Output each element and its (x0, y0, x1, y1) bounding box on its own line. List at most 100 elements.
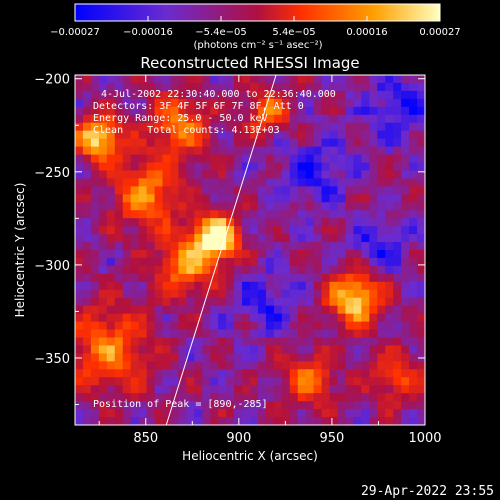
heatmap-cell (289, 210, 299, 219)
heatmap-cell (401, 417, 410, 425)
heatmap-cell (401, 385, 410, 394)
heatmap-cell (90, 130, 100, 140)
heatmap-cell (345, 401, 354, 410)
heatmap-cell (98, 250, 108, 259)
heatmap-cell (146, 281, 155, 291)
heatmap-cell (409, 130, 418, 140)
heatmap-cell (281, 130, 291, 140)
heatmap-cell (138, 218, 147, 227)
heatmap-cell (154, 345, 163, 354)
heatmap-cell (90, 234, 100, 243)
heatmap-cell (146, 297, 155, 307)
heatmap-cell (361, 377, 370, 386)
heatmap-cell (146, 385, 155, 394)
heatmap-cell (329, 122, 338, 132)
heatmap-cell (154, 218, 163, 227)
heatmap-cell (162, 170, 171, 179)
heatmap-cell (90, 305, 100, 315)
heatmap-cell (273, 393, 283, 402)
heatmap-cell (146, 393, 155, 402)
heatmap-cell (170, 329, 179, 338)
heatmap-cell (202, 242, 211, 251)
heatmap-cell (170, 417, 179, 425)
heatmap-cell (337, 210, 346, 219)
heatmap-cell (138, 337, 147, 346)
heatmap-cell (345, 98, 354, 108)
heatmap-cell (361, 417, 370, 425)
heatmap-cell (329, 353, 338, 362)
heatmap-cell (265, 98, 275, 108)
heatmap-cell (234, 98, 243, 108)
heatmap-cell (98, 281, 108, 291)
heatmap-cell (114, 75, 124, 84)
heatmap-cell (409, 353, 418, 362)
heatmap-cell (234, 337, 243, 346)
heatmap-cell (337, 234, 346, 243)
heatmap-cell (75, 345, 84, 354)
heatmap-cell (146, 257, 155, 267)
heatmap-cell (401, 250, 410, 259)
heatmap-cell (417, 170, 425, 179)
heatmap-cell (170, 361, 179, 370)
heatmap-cell (194, 273, 203, 283)
heatmap-cell (82, 281, 92, 291)
heatmap-cell (106, 186, 116, 195)
heatmap-cell (393, 242, 402, 251)
heatmap-cell (369, 305, 378, 315)
heatmap-cell (409, 75, 418, 84)
heatmap-cell (170, 90, 179, 100)
heatmap-cell (90, 321, 100, 330)
heatmap-cell (313, 154, 322, 163)
y-tick-label: −250 (34, 166, 70, 181)
heatmap-cell (313, 337, 322, 346)
heatmap-cell (226, 122, 235, 132)
heatmap-cell (377, 273, 386, 283)
heatmap-cell (154, 82, 163, 92)
heatmap-cell (154, 138, 163, 147)
heatmap-cell (75, 297, 84, 307)
heatmap-cell (106, 337, 116, 346)
heatmap-cell (194, 353, 203, 362)
heatmap-cell (122, 377, 132, 386)
heatmap-cell (210, 377, 219, 386)
heatmap-cell (401, 226, 410, 235)
heatmap-cell (114, 234, 124, 243)
heatmap-cell (289, 122, 299, 132)
heatmap-cell (162, 361, 171, 370)
colorbar-tick-label: 5.4e−05 (272, 27, 315, 38)
heatmap-cell (194, 242, 203, 251)
heatmap-cell (329, 178, 338, 187)
heatmap-cell (250, 393, 259, 402)
heatmap-cell (162, 289, 171, 299)
heatmap-cell (369, 242, 378, 251)
heatmap-cell (242, 377, 251, 386)
heatmap-cell (417, 210, 425, 219)
heatmap-cell (122, 313, 132, 322)
heatmap-cell (75, 361, 84, 370)
heatmap-cell (329, 170, 338, 179)
heatmap-cell (250, 257, 259, 267)
heatmap-cell (82, 337, 92, 346)
heatmap-cell (250, 130, 259, 140)
heatmap-cell (170, 305, 179, 315)
heatmap-cell (361, 210, 370, 219)
heatmap-cell (82, 265, 92, 275)
heatmap-cell (393, 122, 402, 132)
heatmap-cell (75, 130, 84, 140)
heatmap-cell (138, 75, 147, 84)
heatmap-cell (210, 90, 219, 100)
colorbar-gradient (74, 3, 441, 22)
heatmap-cell (122, 337, 132, 346)
heatmap-cell (146, 242, 155, 251)
heatmap-cell (234, 329, 243, 338)
heatmap-cell (210, 281, 219, 291)
heatmap-cell (313, 250, 322, 259)
heatmap-cell (98, 242, 108, 251)
heatmap-cell (186, 210, 195, 219)
heatmap-cell (242, 170, 251, 179)
heatmap-cell (226, 98, 235, 108)
heatmap-cell (409, 234, 418, 243)
heatmap-cell (146, 353, 155, 362)
heatmap-cell (305, 75, 315, 84)
heatmap-cell (305, 218, 315, 227)
